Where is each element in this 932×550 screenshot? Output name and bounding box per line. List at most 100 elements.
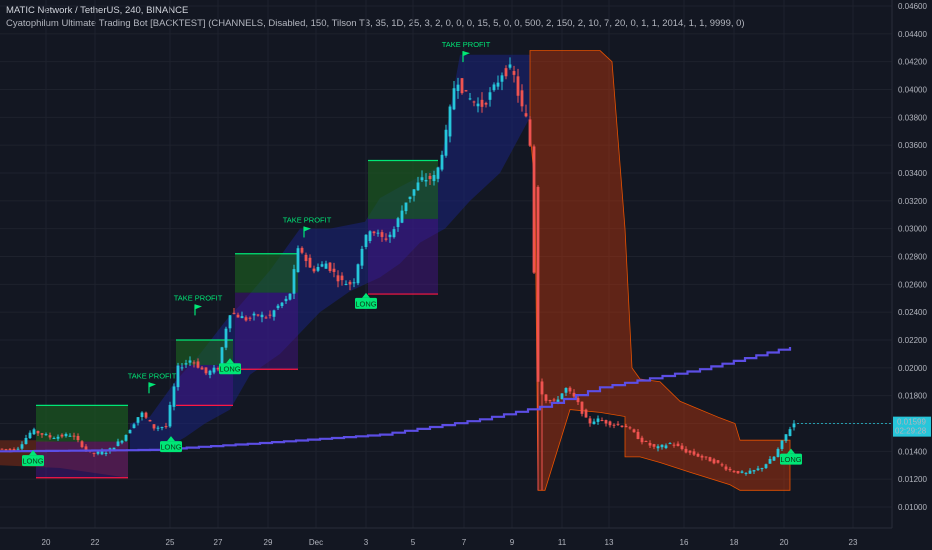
take-profit-flag-icon: [304, 226, 311, 232]
long-signal-label: LONG: [780, 455, 801, 464]
candle-down: [568, 387, 572, 392]
candle-down: [480, 99, 484, 107]
time-axis[interactable]: 20 22 25 27 29 Dec 3 5 7 9 11 13 16 18 20 23: [42, 538, 858, 547]
candle-down: [636, 431, 640, 440]
candle-up: [740, 471, 744, 473]
long-signal-badge: [22, 455, 44, 467]
candle-up: [416, 182, 420, 191]
long-signal-badge: [160, 441, 182, 453]
long-signal-badge: [780, 453, 802, 465]
candle-up: [660, 444, 664, 448]
y-tick-label: 0.03800: [898, 113, 927, 122]
candle-up: [456, 84, 460, 91]
candle-up: [44, 434, 48, 436]
candle-up: [32, 429, 36, 435]
candle-up: [564, 388, 568, 393]
candle-up: [496, 82, 500, 87]
candle-down: [716, 460, 720, 463]
candle-up: [420, 177, 424, 181]
candle-up: [424, 179, 428, 182]
take-profit-label: TAKE PROFIT: [174, 293, 223, 302]
candle-up: [100, 451, 104, 455]
candle-down: [584, 409, 588, 418]
candle-down: [236, 314, 240, 318]
candle-down: [552, 399, 556, 401]
price-axis[interactable]: 0.04600 0.04400 0.04200 0.04000 0.03800 0.036…: [797, 2, 931, 512]
candle-up: [260, 314, 264, 318]
candle-down: [688, 450, 692, 453]
candle-down: [696, 453, 700, 457]
long-signal-badge: [355, 297, 377, 309]
candle-down: [516, 76, 520, 96]
candle-down: [652, 444, 656, 447]
candle-down: [244, 317, 248, 321]
candle-down: [632, 429, 636, 433]
candle-down: [40, 433, 44, 435]
candle-up: [764, 464, 768, 469]
candle-up: [116, 441, 120, 446]
candle-up: [28, 432, 32, 439]
y-tick-label: 0.03600: [898, 141, 927, 150]
candle-down: [332, 268, 336, 272]
candle-down: [472, 101, 476, 103]
candle-down: [340, 275, 344, 281]
candle-down: [520, 90, 524, 107]
candle-up: [172, 386, 176, 407]
candle-down: [84, 446, 88, 450]
candle-down: [372, 231, 376, 234]
candle-up: [756, 468, 760, 471]
candle-down: [532, 146, 536, 273]
candle-down: [348, 281, 352, 285]
y-tick-label: 0.04200: [898, 58, 927, 67]
candle-up: [52, 438, 56, 440]
candle-up: [64, 434, 68, 437]
candle-up: [212, 367, 216, 373]
candle-up: [324, 263, 328, 269]
candle-down: [200, 367, 204, 370]
candle-down: [680, 445, 684, 450]
candle-down: [720, 464, 724, 466]
y-tick-label: 0.02000: [898, 364, 927, 373]
y-tick-label: 0.03400: [898, 169, 927, 178]
candle-up: [68, 435, 72, 437]
candle-down: [572, 392, 576, 397]
candle-down: [624, 425, 628, 428]
candle-up: [500, 75, 504, 82]
candle-down: [604, 420, 608, 424]
candle-up: [776, 448, 780, 457]
y-tick-label: 0.01800: [898, 392, 927, 401]
candle-down: [148, 419, 152, 422]
candle-down: [264, 317, 268, 319]
x-tick-label: 9: [510, 538, 515, 547]
candle-up: [112, 447, 116, 451]
candle-down: [712, 459, 716, 464]
candle-up: [160, 427, 164, 429]
long-signal-arrow: [787, 448, 795, 454]
candle-down: [304, 254, 308, 262]
candle-down: [672, 444, 676, 446]
candle-up: [780, 440, 784, 449]
candle-down: [704, 456, 708, 458]
candle-down: [676, 443, 680, 447]
candle-down: [256, 314, 260, 316]
x-tick-label: 7: [462, 538, 467, 547]
long-signal-badge: [219, 363, 241, 375]
candle-up: [124, 435, 128, 441]
candle-down: [616, 423, 620, 425]
candle-down: [336, 275, 340, 282]
candle-up: [356, 264, 360, 284]
candle-down: [196, 361, 200, 368]
candle-up: [276, 305, 280, 309]
candle-up: [432, 175, 436, 182]
candle-up: [768, 458, 772, 464]
candle-down: [72, 435, 76, 437]
candle-up: [56, 436, 60, 439]
candle-down: [684, 448, 688, 453]
candle-down: [588, 418, 592, 424]
candle-up: [664, 445, 668, 449]
x-tick-label: Dec: [309, 538, 323, 547]
moving-average-line: [0, 347, 792, 453]
candle-down: [692, 451, 696, 455]
candle-up: [376, 232, 380, 234]
